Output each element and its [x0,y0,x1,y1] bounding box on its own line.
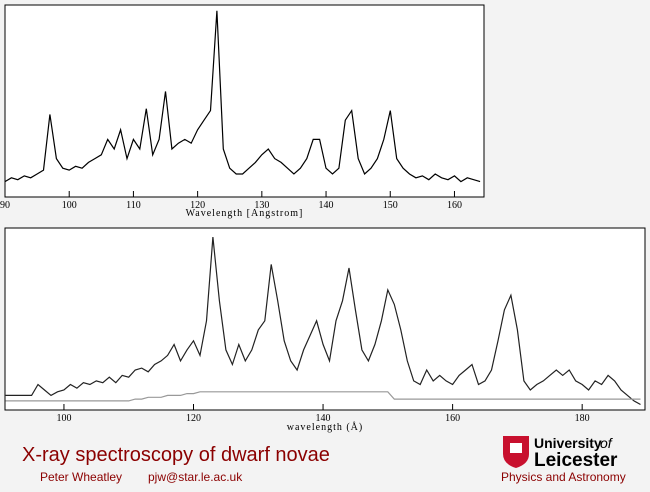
x-tick-label: 120 [186,413,201,424]
x-tick-label: 150 [383,200,398,211]
x-tick-label: 100 [62,200,77,211]
plot-frame [4,4,485,198]
x-tick-label: 160 [447,200,462,211]
x-tick-label: 140 [319,200,334,211]
spectrum-line [5,237,641,406]
email: pjw@star.le.ac.uk [148,470,243,484]
spectrum-line [5,391,641,402]
x-tick-label: 120 [190,200,205,211]
x-axis-label: wavelength (Å) [287,421,363,433]
x-tick-label: 110 [126,200,141,211]
slide-title: X-ray spectroscopy of dwarf novae [22,444,330,466]
x-tick-label: 140 [316,413,331,424]
x-tick-label: 90 [0,200,10,211]
spectrum-line [4,10,481,183]
department: Physics and Astronomy [501,470,626,484]
university-prefix: University [534,435,602,451]
x-tick-label: 100 [56,413,71,424]
x-tick-label: 180 [575,413,590,424]
logo: University of Leicester [503,435,618,471]
x-tick-label: 160 [445,413,460,424]
x-axis-label: Wavelength [Angstrom] [186,208,304,219]
university-name: Leicester [534,450,618,471]
university-of: of [600,435,614,451]
author: Peter Wheatley [40,470,122,484]
shield-mark [510,443,522,453]
x-tick-label: 130 [254,200,269,211]
